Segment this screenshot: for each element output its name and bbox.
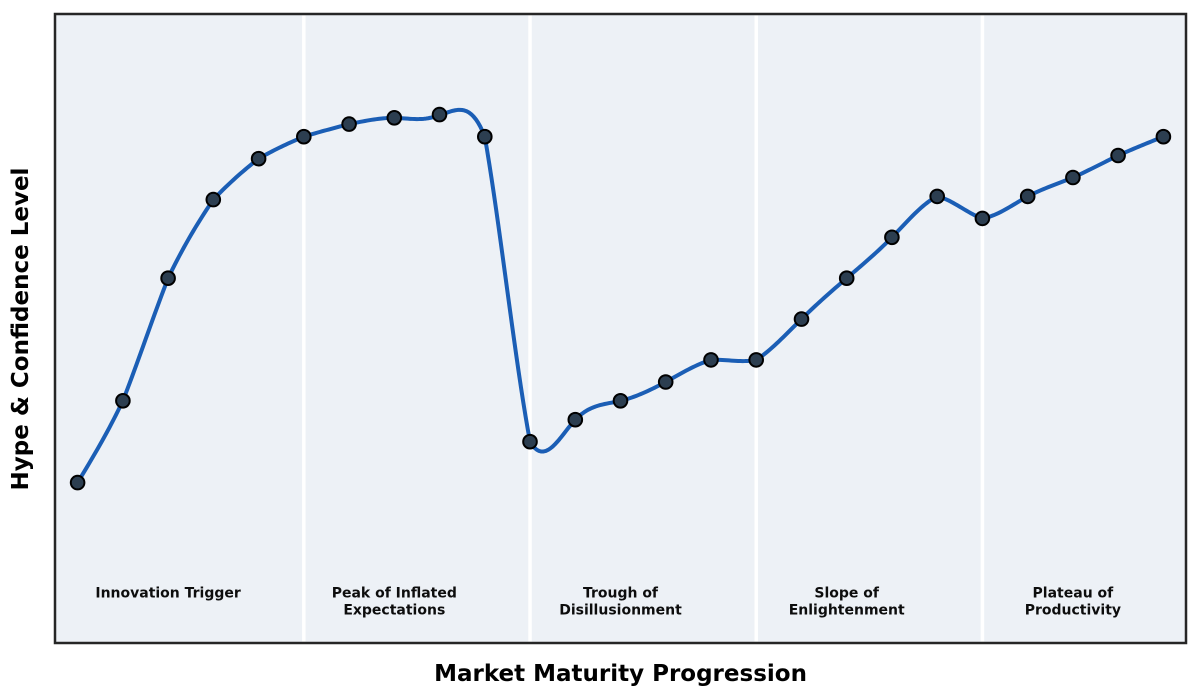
data-point <box>567 411 584 428</box>
data-point <box>250 150 267 167</box>
phase-label: Trough of Disillusionment <box>559 586 682 619</box>
data-point <box>1065 169 1081 186</box>
data-point <box>205 191 222 208</box>
data-point <box>793 311 810 327</box>
data-point <box>703 352 719 368</box>
data-point <box>612 393 629 409</box>
data-point <box>522 433 538 450</box>
y-axis-label: Hype & Confidence Level <box>8 167 34 491</box>
data-point <box>1155 128 1172 145</box>
data-point <box>160 270 176 287</box>
phase-label: Slope of Enlightenment <box>789 586 905 619</box>
data-point <box>748 352 765 368</box>
data-point <box>657 374 674 390</box>
data-point <box>838 270 855 287</box>
data-point <box>386 110 403 126</box>
data-point <box>477 128 493 145</box>
data-point <box>1019 188 1036 205</box>
phase-label: Peak of Inflated Expectations <box>332 586 457 619</box>
plot-area <box>55 14 1186 643</box>
plot-border <box>53 12 1188 645</box>
data-point <box>69 474 86 491</box>
data-point <box>431 106 448 123</box>
data-point <box>929 188 946 205</box>
data-point <box>974 210 991 227</box>
data-point <box>884 229 900 246</box>
data-point <box>115 393 131 409</box>
data-point <box>341 116 357 132</box>
phase-label: Innovation Trigger <box>95 586 241 602</box>
x-axis-label: Market Maturity Progression <box>434 661 807 687</box>
data-point <box>296 128 312 145</box>
data-point <box>1110 147 1126 164</box>
phase-label: Plateau of Productivity <box>1025 586 1121 619</box>
